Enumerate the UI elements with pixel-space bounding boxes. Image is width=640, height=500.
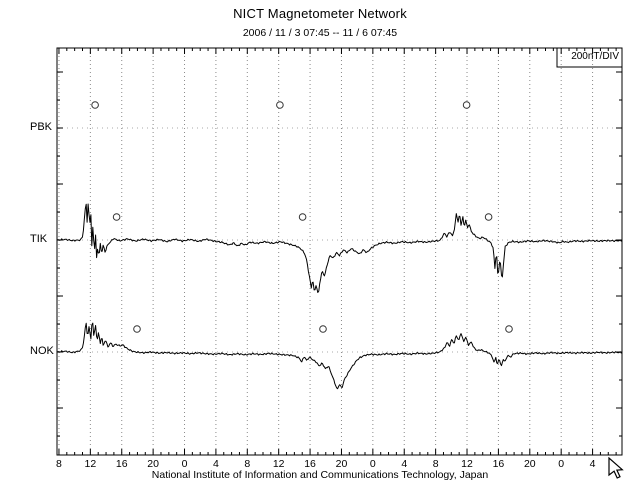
trace-nok: [57, 322, 623, 390]
x-tick-label: 20: [523, 458, 536, 470]
date-range: 2006 / 11 / 3 07:45 -- 11 / 6 07:45: [242, 27, 398, 39]
x-tick-label: 8: [244, 458, 251, 470]
x-tick-label: 4: [401, 458, 408, 470]
x-tick-label: 16: [492, 458, 505, 470]
x-tick-label: 20: [335, 458, 348, 470]
noon-marker-tik: [112, 213, 121, 221]
x-tick-label: 0: [558, 458, 565, 470]
page-title: NICT Magnetometer Network: [233, 6, 407, 21]
x-tick-label: 12: [272, 458, 285, 470]
noon-marker-pbk: [91, 101, 99, 109]
plot-border: [56, 47, 623, 456]
x-tick-label: 12: [461, 458, 473, 470]
x-tick-label: 8: [56, 458, 62, 470]
noon-marker-pbk: [462, 101, 471, 109]
station-label-nok: NOK: [30, 345, 54, 357]
x-tick-label: 4: [589, 458, 596, 470]
mouse-cursor: [608, 457, 624, 479]
noon-marker-nok: [133, 325, 141, 333]
x-tick-label: 16: [304, 458, 316, 470]
x-tick-label: 20: [147, 458, 159, 470]
x-tick-label: 8: [432, 458, 439, 470]
x-tick-label: 12: [84, 458, 97, 470]
scale-label: 200nT/DIV: [571, 51, 619, 62]
x-tick-label: 0: [369, 458, 376, 470]
noon-marker-tik: [484, 213, 493, 221]
station-label-tik: TIK: [30, 233, 48, 245]
noon-marker-nok: [505, 325, 513, 333]
x-tick-label: 0: [181, 458, 188, 470]
scale-box: [556, 48, 622, 68]
footer-credit: National Institute of Information and Co…: [151, 469, 489, 481]
x-tick-label: 4: [212, 458, 219, 470]
noon-marker-pbk: [276, 101, 284, 109]
noon-marker-nok: [319, 325, 327, 333]
x-tick-label: 16: [115, 458, 128, 470]
station-label-pbk: PBK: [30, 121, 53, 133]
trace-tik: [57, 203, 623, 293]
noon-marker-tik: [298, 213, 307, 221]
